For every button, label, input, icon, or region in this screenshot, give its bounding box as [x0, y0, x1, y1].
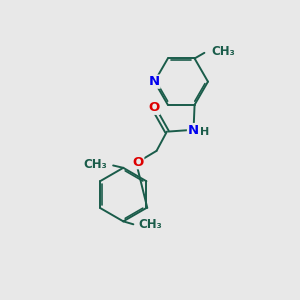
Text: CH₃: CH₃ — [211, 45, 235, 58]
Text: O: O — [133, 156, 144, 169]
Text: CH₃: CH₃ — [83, 158, 107, 171]
Text: N: N — [149, 75, 160, 88]
Text: N: N — [188, 124, 199, 136]
Text: CH₃: CH₃ — [139, 218, 163, 231]
Text: O: O — [148, 101, 160, 114]
Text: H: H — [200, 127, 209, 136]
